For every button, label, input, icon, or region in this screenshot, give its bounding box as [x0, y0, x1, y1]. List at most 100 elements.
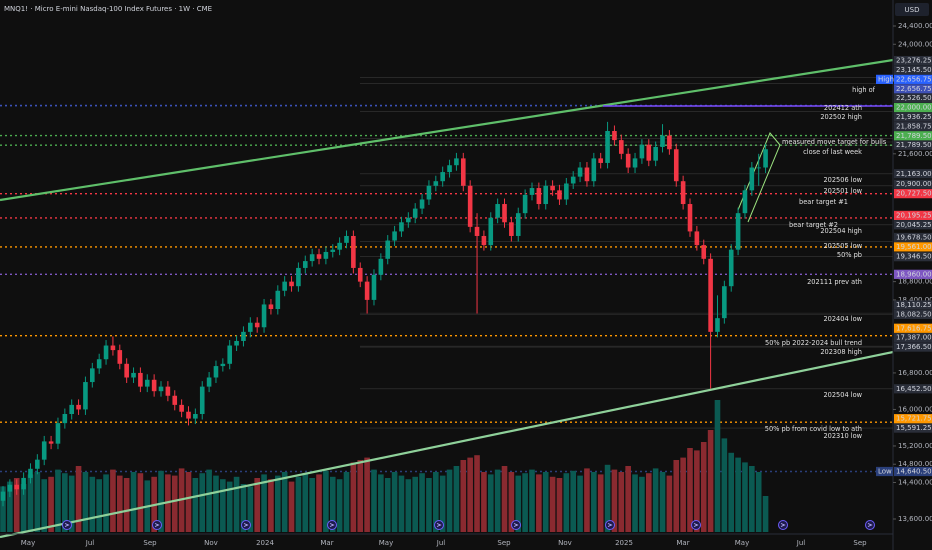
- volume-bar: [329, 476, 336, 532]
- volume-bar: [625, 466, 631, 532]
- volume-bar: [728, 452, 735, 532]
- annotation: 202504 high: [820, 227, 862, 235]
- candle-body: [385, 240, 391, 259]
- volume-bar: [433, 472, 439, 532]
- candle-body: [344, 235, 349, 243]
- volume-bar: [542, 472, 549, 532]
- annotation: bear target #1: [799, 198, 848, 206]
- volume-bar: [110, 469, 116, 532]
- candle-body: [220, 363, 226, 367]
- volume-bar: [350, 462, 357, 532]
- volume-bar: [378, 474, 384, 532]
- candle-body: [151, 379, 157, 392]
- price-label-box: [894, 384, 932, 394]
- volume-bar: [343, 472, 350, 532]
- price-label: 16,452.50: [896, 385, 932, 393]
- event-icon-arrow: [243, 523, 249, 527]
- candle-body: [302, 261, 308, 268]
- candle-body: [419, 199, 425, 209]
- candle-body: [309, 254, 315, 262]
- volume-bar: [419, 473, 425, 532]
- candle-body: [660, 135, 665, 147]
- price-label: 17,616.75: [896, 324, 932, 332]
- price-label-box: [894, 423, 932, 433]
- volume-bar: [453, 466, 460, 532]
- candle-body: [646, 144, 652, 161]
- candle-body: [701, 245, 707, 259]
- volume-bar: [549, 476, 556, 532]
- candle-body: [323, 251, 329, 259]
- volume-bar: [0, 486, 6, 532]
- volume-bar: [405, 479, 412, 532]
- candle-body: [206, 377, 212, 387]
- volume-bar: [7, 481, 13, 532]
- candle-body: [722, 286, 727, 319]
- candle-body: [570, 176, 576, 184]
- volume-bar: [639, 476, 645, 532]
- volume-bar: [247, 486, 254, 532]
- annotation: 202404 low: [823, 315, 862, 323]
- volume-bar: [412, 476, 418, 532]
- volume-bar: [130, 472, 137, 532]
- candle-body: [584, 167, 590, 182]
- price-label: 23,276.25: [896, 57, 932, 65]
- price-label-box: [894, 93, 932, 103]
- price-label-box: [894, 121, 932, 131]
- volume-bar: [611, 469, 618, 532]
- candle-body: [742, 190, 748, 214]
- event-icon-arrow: [436, 523, 442, 527]
- candle-body: [639, 144, 645, 159]
- volume-bar: [158, 470, 164, 532]
- volume-bar: [13, 478, 20, 532]
- volume-bar: [116, 475, 123, 532]
- volume-bar: [226, 481, 233, 532]
- currency-box[interactable]: [895, 3, 929, 16]
- volume-bar: [302, 473, 309, 532]
- price-label: 21,163.00: [896, 170, 932, 178]
- volume-bar: [123, 478, 130, 532]
- candle-body: [680, 181, 686, 205]
- candle-body: [199, 386, 205, 415]
- y-tick-label: 24,400.00: [898, 22, 932, 30]
- candle-body: [330, 249, 336, 252]
- volume-bar: [96, 479, 102, 532]
- candle-body: [7, 484, 13, 492]
- x-tick-label: Jul: [796, 539, 806, 547]
- candle-body: [619, 140, 624, 154]
- candle-body: [351, 235, 356, 268]
- volume-bar: [666, 475, 673, 532]
- volume-bar: [288, 481, 295, 532]
- event-icon: [62, 520, 72, 530]
- price-label: 20,045.25: [896, 221, 932, 229]
- event-icon: [778, 520, 788, 530]
- volume-bar: [563, 473, 570, 532]
- volume-bar: [323, 470, 329, 532]
- candle-body: [756, 167, 761, 169]
- candle-body: [357, 267, 363, 282]
- price-label-box: [894, 300, 932, 310]
- volume-bar: [597, 474, 604, 532]
- x-tick-label: Mar: [676, 539, 689, 547]
- volume-bar: [694, 450, 700, 532]
- candle-body: [694, 231, 700, 246]
- candle-body: [687, 204, 693, 232]
- volume-bar: [275, 475, 281, 532]
- price-label-box: [894, 65, 932, 75]
- price-label-box: [894, 232, 932, 243]
- candle-body: [110, 345, 116, 351]
- candle-body: [392, 231, 397, 241]
- candle-body: [460, 158, 466, 186]
- annotation: high of: [852, 86, 876, 94]
- candle-body: [577, 167, 583, 177]
- price-tag: Low: [878, 468, 892, 476]
- volume-bar: [48, 476, 54, 532]
- volume-bar: [474, 455, 480, 532]
- currency[interactable]: USD: [905, 6, 920, 14]
- candle-body: [227, 345, 233, 364]
- annotation: 202506 low: [823, 176, 862, 184]
- annotation: 202412 ath: [824, 104, 862, 112]
- volume-bar: [398, 475, 405, 532]
- price-label-box: [894, 242, 932, 252]
- candle-body: [481, 235, 487, 246]
- candle-body: [41, 441, 47, 460]
